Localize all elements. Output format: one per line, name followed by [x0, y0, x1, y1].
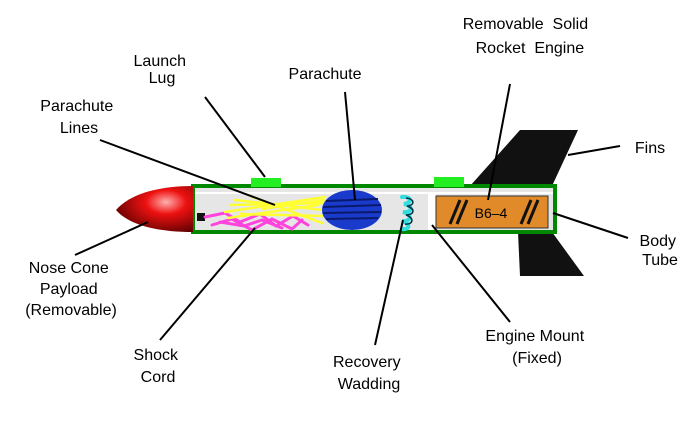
nose-cone-shoulder — [197, 213, 205, 221]
nose-cone — [116, 186, 193, 232]
label-body-tube: Body Tube — [640, 233, 681, 269]
upper-fin — [470, 130, 578, 186]
leader-shock-cord — [159, 227, 256, 341]
label-shock-cord: Shock Cord — [134, 347, 183, 386]
leader-parachute — [344, 91, 356, 201]
leader-launch-lug — [204, 96, 266, 178]
leader-body-tube — [552, 212, 629, 239]
label-removable-engine: Removable Solid Rocket Engine — [0, 0, 619, 57]
engine-code-label: B6–4 — [475, 205, 508, 221]
label-launch-lug: Launch Lug — [134, 53, 191, 87]
parachute — [322, 190, 382, 230]
leader-parachute-lines — [99, 139, 276, 206]
leader-nose-cone — [74, 221, 149, 256]
leader-engine-mount — [431, 224, 511, 323]
lower-fin — [518, 232, 584, 276]
launch-lug-rear — [434, 177, 464, 187]
label-fins: Fins — [635, 140, 665, 157]
engine-mount — [428, 193, 436, 230]
label-engine-mount: Engine Mount (Fixed) — [485, 328, 588, 367]
leader-lines — [74, 83, 629, 346]
leader-fins — [567, 145, 621, 156]
label-parachute-lines: Parachute Lines — [40, 98, 117, 137]
engine-hatch-marks — [448, 199, 540, 225]
labels: Launch Lug Parachute Removable Solid Roc… — [0, 0, 681, 393]
label-parachute: Parachute — [289, 66, 362, 83]
recovery-wadding-outline — [404, 197, 414, 225]
launch-lug-front — [251, 178, 281, 187]
label-recovery-wadding: Recovery Wadding — [333, 354, 405, 393]
leader-engine — [487, 83, 511, 201]
leader-wadding — [374, 219, 404, 346]
label-nose-cone: Nose Cone Payload (Removable) — [25, 260, 117, 319]
